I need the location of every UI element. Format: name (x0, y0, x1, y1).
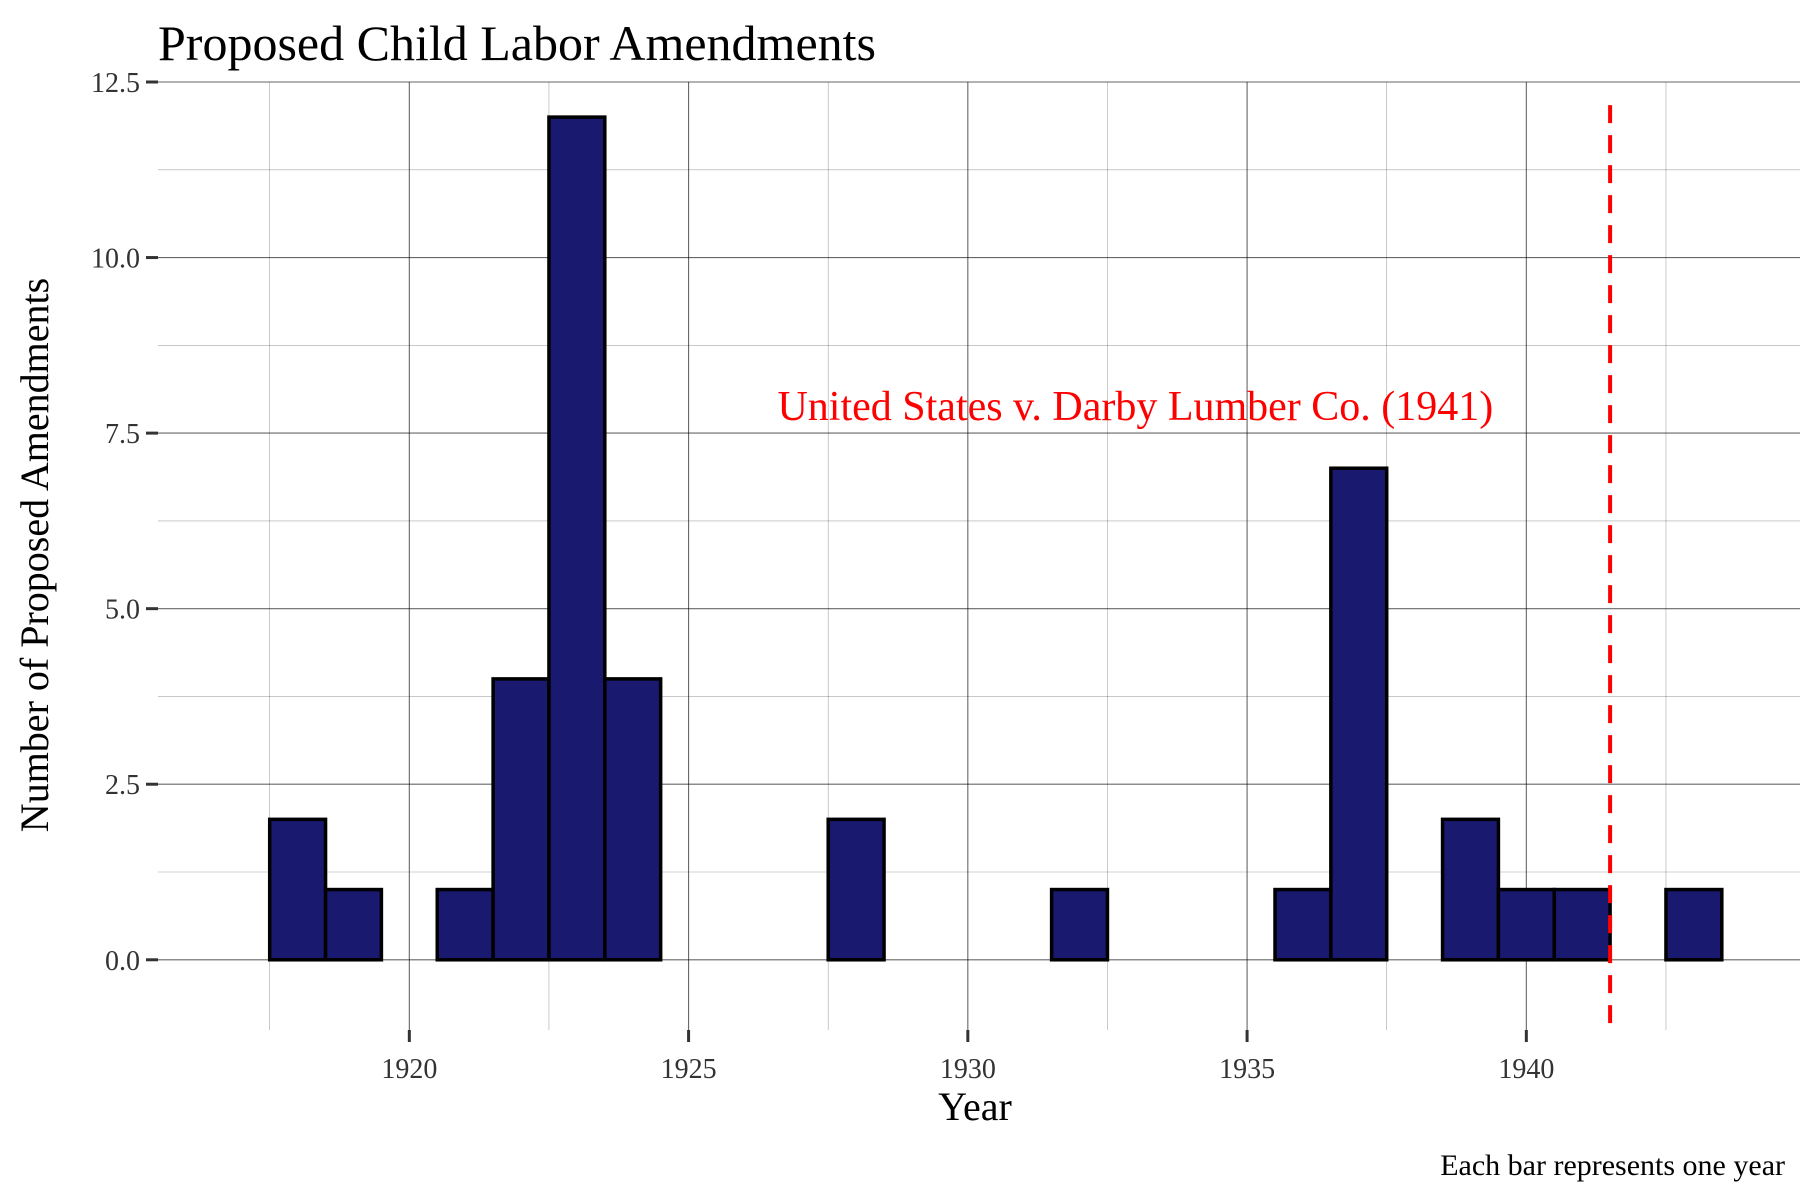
chart-caption: Each bar represents one year (1440, 1149, 1785, 1182)
bar-1932 (1049, 887, 1110, 962)
x-tick-label: 1930 (940, 1054, 996, 1085)
bar-series (267, 115, 1724, 962)
bar-1939 (1440, 817, 1501, 962)
bar-1924 (603, 677, 663, 962)
y-tick-label: 10.0 (91, 244, 140, 275)
x-tick-label: 1940 (1498, 1054, 1554, 1085)
axes: 0.0 2.5 5.0 7.5 10.0 12.5 1920 1925 1930 1935 1940 (91, 68, 1554, 1085)
y-tick-label: 7.5 (105, 419, 140, 450)
bar-1922 (491, 677, 551, 962)
bar-1923 (547, 115, 607, 962)
y-tick-label: 5.0 (105, 595, 140, 626)
bar-1918 (267, 817, 328, 962)
chart-title: Proposed Child Labor Amendments (158, 15, 876, 71)
bar-1919 (323, 887, 384, 962)
bar-1928 (826, 817, 886, 962)
x-tick-label: 1920 (381, 1054, 437, 1085)
bar-1941 (1552, 887, 1612, 962)
grid-lines (158, 81, 1800, 1030)
x-axis-title: Year (938, 1084, 1012, 1129)
bar-1940 (1496, 887, 1557, 962)
x-tick-label: 1925 (661, 1054, 717, 1085)
darby-lumber-annotation: United States v. Darby Lumber Co. (1941) (777, 384, 1493, 430)
bar-1937 (1329, 466, 1389, 962)
bar-1936 (1273, 887, 1333, 962)
y-axis-title: Number of Proposed Amendments (12, 278, 57, 832)
bar-1943 (1664, 887, 1724, 962)
y-tick-label: 2.5 (105, 770, 140, 801)
x-tick-label: 1935 (1219, 1054, 1275, 1085)
y-tick-label: 0.0 (105, 946, 140, 977)
bar-1921 (435, 887, 495, 962)
y-tick-label: 12.5 (91, 68, 140, 99)
